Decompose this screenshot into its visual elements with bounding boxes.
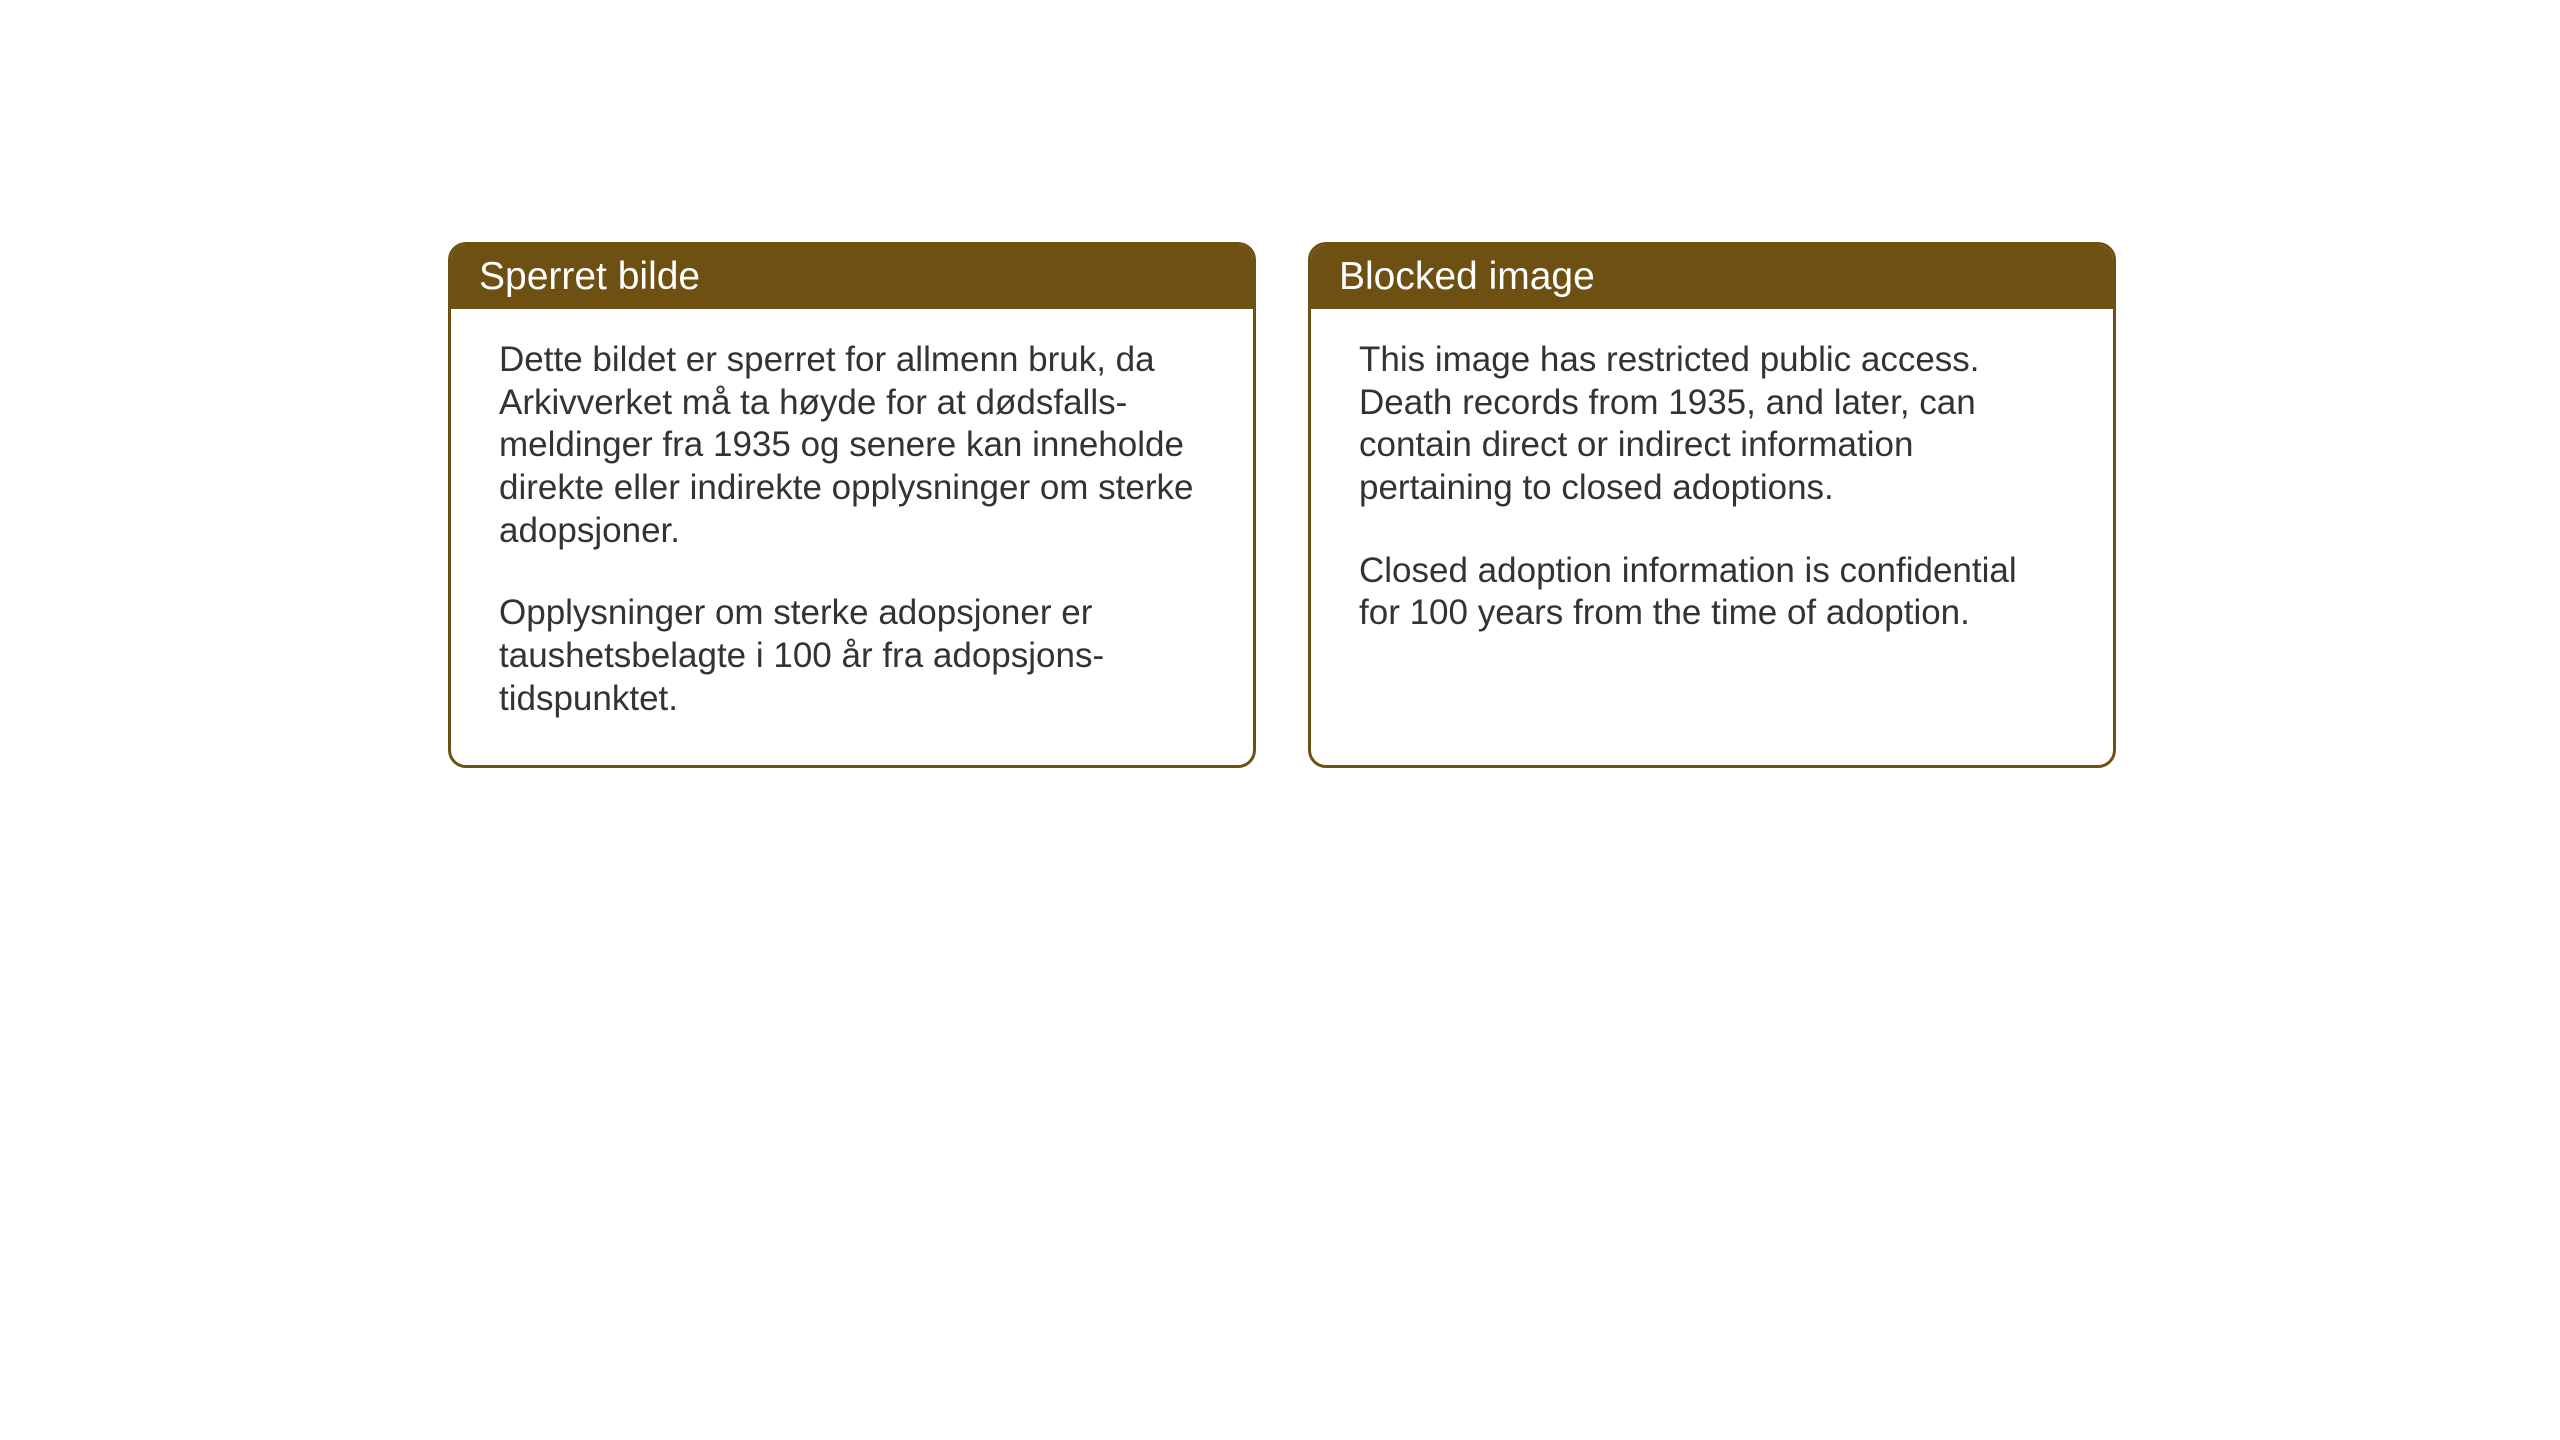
norwegian-card-title: Sperret bilde [451,245,1253,309]
english-paragraph-2: Closed adoption information is confident… [1359,550,2065,635]
english-card: Blocked image This image has restricted … [1308,242,2116,768]
cards-container: Sperret bilde Dette bildet er sperret fo… [448,242,2116,768]
english-card-title: Blocked image [1311,245,2113,309]
norwegian-card: Sperret bilde Dette bildet er sperret fo… [448,242,1256,768]
english-paragraph-1: This image has restricted public access.… [1359,339,2065,510]
english-card-body: This image has restricted public access.… [1311,309,2113,679]
norwegian-paragraph-1: Dette bildet er sperret for allmenn bruk… [499,339,1205,552]
norwegian-card-body: Dette bildet er sperret for allmenn bruk… [451,309,1253,765]
norwegian-paragraph-2: Opplysninger om sterke adopsjoner er tau… [499,592,1205,720]
